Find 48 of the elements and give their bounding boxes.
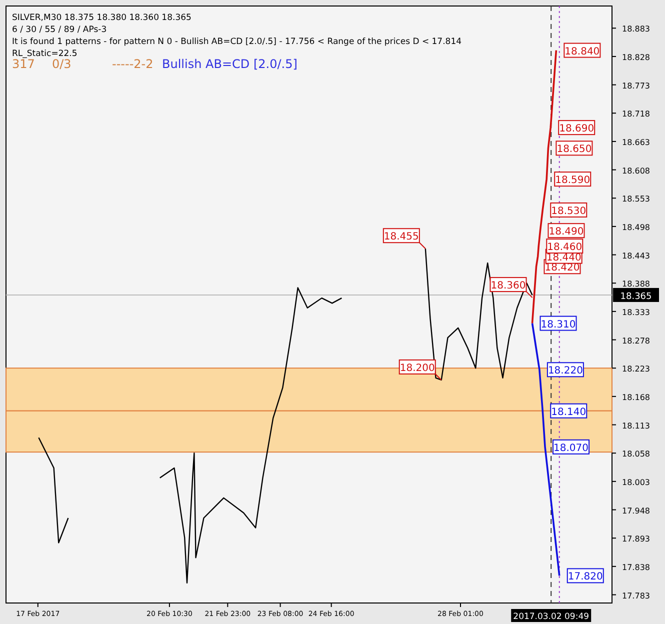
- y-tick-label: 18.278: [622, 336, 650, 346]
- y-tick-label: 17.783: [622, 591, 650, 600]
- data-label: 18.690: [559, 124, 594, 135]
- y-tick-label: 18.168: [622, 392, 650, 402]
- y-tick-label: 18.003: [622, 478, 650, 487]
- data-label: 18.440: [546, 252, 582, 264]
- data-label: 18.070: [554, 442, 589, 454]
- annotation: 18.455: [384, 232, 419, 243]
- data-label: 18.310: [540, 319, 576, 330]
- data-label: 18.420: [544, 262, 580, 274]
- annotation: 317: [12, 57, 35, 71]
- ref-line-label: 2017.03.02 09:49: [513, 612, 590, 622]
- y-tick-label: 18.718: [622, 110, 650, 119]
- y-tick-label: 17.838: [622, 562, 650, 572]
- y-tick-label: 18.553: [622, 194, 650, 204]
- y-tick-label: 18.113: [622, 421, 650, 430]
- ref-line-label: 18.365: [620, 292, 652, 302]
- y-tick-label: 18.608: [622, 166, 650, 176]
- data-label: 18.590: [555, 175, 590, 186]
- annotation: 6 / 30 / 55 / 89 / APs-3: [12, 25, 107, 35]
- annotation: Bullish AB=CD [2.0/.5]: [162, 57, 298, 71]
- data-label: 18.650: [556, 144, 592, 156]
- y-tick-label: 18.828: [622, 52, 650, 62]
- data-label: 18.220: [548, 366, 583, 377]
- annotation: 18.360: [490, 280, 526, 292]
- y-tick-label: 18.773: [622, 81, 650, 90]
- annotation: 0/3: [52, 57, 72, 71]
- data-label: 18.490: [548, 226, 584, 238]
- y-tick-label: 17.948: [622, 506, 650, 516]
- data-label: 17.820: [568, 572, 603, 583]
- annotation: It is found 1 patterns - for pattern N 0 - Bullish AB=CD [2.0/.5] - 17.756 < Range of the prices D < 17.814: [12, 37, 462, 47]
- y-tick-label: 17.893: [622, 534, 650, 544]
- y-tick-label: 18.883: [622, 24, 650, 34]
- y-tick-label: 18.223: [622, 364, 650, 374]
- annotation: 18.200: [400, 362, 435, 374]
- data-label: 18.530: [551, 206, 586, 217]
- annotation: SILVER,M30 18.375 18.380 18.360 18.365: [12, 13, 192, 23]
- y-tick-label: 18.388: [622, 280, 650, 289]
- data-label: 18.460: [547, 242, 582, 254]
- data-label: 18.840: [564, 46, 600, 58]
- y-tick-label: 18.663: [622, 138, 650, 147]
- y-tick-label: 18.333: [622, 308, 650, 317]
- y-tick-label: 18.498: [622, 222, 650, 232]
- y-tick-label: 18.058: [622, 450, 650, 459]
- annotation: -----2-2: [112, 57, 154, 71]
- data-label: 18.140: [551, 406, 586, 418]
- annotation: RL_Static=22.5: [12, 49, 78, 59]
- y-tick-label: 18.443: [622, 251, 650, 260]
